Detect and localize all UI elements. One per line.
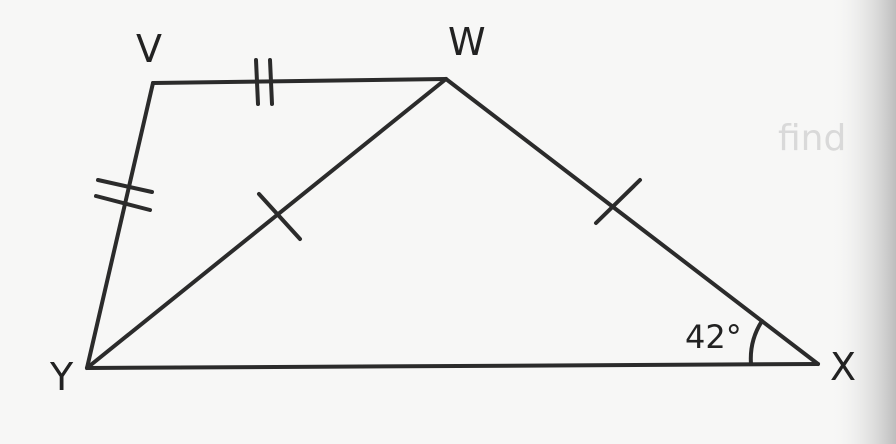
double-tick-mark-yv-1 bbox=[96, 178, 154, 194]
vertex-label-y: Y bbox=[49, 355, 74, 399]
bleed-through-text: find bbox=[778, 118, 846, 159]
vertex-label-w: W bbox=[448, 20, 486, 64]
segment-yv bbox=[85, 81, 155, 370]
page-edge-shadow bbox=[830, 0, 896, 444]
vertex-label-v: V bbox=[136, 27, 162, 71]
segment-yw bbox=[85, 77, 448, 370]
segment-wx bbox=[444, 77, 820, 366]
vertex-label-x: X bbox=[830, 345, 856, 389]
segment-xy bbox=[85, 362, 820, 370]
single-tick-mark-wx bbox=[594, 178, 642, 225]
angle-label-x: 42° bbox=[685, 318, 742, 356]
segment-vw bbox=[151, 77, 448, 85]
double-tick-mark-yv-2 bbox=[94, 194, 152, 212]
double-tick-mark-vw-1 bbox=[254, 58, 260, 106]
single-tick-mark-yw bbox=[257, 192, 302, 241]
double-tick-mark-vw-2 bbox=[268, 58, 274, 106]
angle-arc-x bbox=[748, 319, 764, 366]
